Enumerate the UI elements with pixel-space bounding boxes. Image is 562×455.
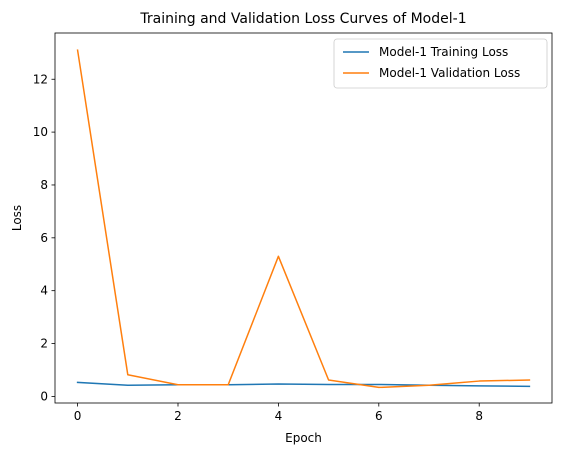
series-line-training (76, 381, 531, 388)
legend-label-validation: Model-1 Validation Loss (379, 66, 520, 80)
legend-box (333, 38, 548, 89)
y-tick-label: 0 (40, 389, 48, 403)
x-tick-label: 6 (375, 409, 383, 423)
legend-label-training: Model-1 Training Loss (379, 45, 508, 59)
y-tick-label: 6 (40, 231, 48, 245)
x-axis-label: Epoch (285, 431, 322, 445)
y-tick-label: 12 (33, 72, 48, 86)
axes-frame (54, 32, 553, 404)
plot-area (76, 49, 531, 389)
y-tick-label: 2 (40, 337, 48, 351)
x-tick-label: 8 (475, 409, 483, 423)
series-line-validation (76, 49, 531, 389)
x-tick-label: 4 (275, 409, 283, 423)
x-tick-label: 2 (174, 409, 182, 423)
y-axis-label: Loss (10, 205, 24, 231)
y-tick-label: 10 (33, 125, 48, 139)
y-tick-label: 4 (40, 284, 48, 298)
y-tick-label: 8 (40, 178, 48, 192)
legend: Model-1 Training Loss Model-1 Validation … (333, 38, 548, 89)
x-tick-label: 0 (74, 409, 82, 423)
axes: 0 2 4 6 8 0 2 4 6 8 10 12 (33, 32, 553, 423)
chart-title: Training and Validation Loss Curves of M… (139, 11, 466, 27)
